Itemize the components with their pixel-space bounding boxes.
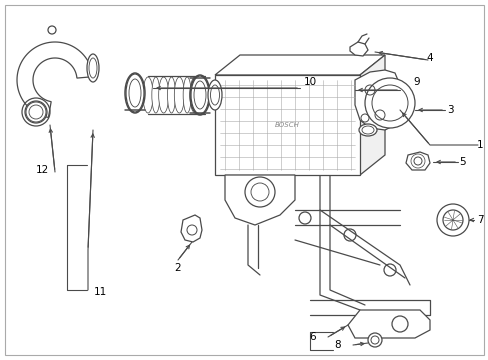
Text: 7: 7	[476, 215, 482, 225]
Text: 4: 4	[426, 53, 432, 63]
Polygon shape	[224, 175, 294, 225]
Ellipse shape	[142, 77, 153, 113]
Ellipse shape	[191, 76, 208, 114]
Ellipse shape	[25, 101, 47, 123]
Ellipse shape	[158, 77, 168, 113]
Ellipse shape	[167, 77, 175, 113]
Ellipse shape	[174, 77, 184, 113]
Text: 8: 8	[334, 340, 341, 350]
Text: 5: 5	[458, 157, 465, 167]
Ellipse shape	[207, 80, 222, 110]
Polygon shape	[215, 75, 359, 175]
Circle shape	[48, 26, 56, 34]
Ellipse shape	[358, 124, 376, 136]
Text: BOSCH: BOSCH	[274, 122, 299, 128]
Circle shape	[367, 333, 381, 347]
Text: 10: 10	[303, 77, 316, 87]
Text: 11: 11	[93, 287, 106, 297]
Polygon shape	[359, 55, 384, 175]
Ellipse shape	[190, 77, 200, 113]
Text: 9: 9	[413, 77, 420, 87]
Polygon shape	[215, 55, 384, 75]
Polygon shape	[181, 215, 202, 242]
Text: 3: 3	[446, 105, 452, 115]
Ellipse shape	[183, 77, 191, 113]
Polygon shape	[405, 152, 429, 170]
Circle shape	[436, 204, 468, 236]
Polygon shape	[17, 42, 93, 117]
Polygon shape	[354, 70, 399, 130]
Polygon shape	[349, 42, 367, 56]
Ellipse shape	[126, 74, 143, 112]
Circle shape	[364, 78, 414, 128]
Ellipse shape	[151, 77, 160, 113]
Text: 12: 12	[35, 165, 48, 175]
Text: 2: 2	[174, 263, 181, 273]
Text: 6: 6	[309, 332, 316, 342]
Text: 1: 1	[476, 140, 482, 150]
Ellipse shape	[87, 54, 99, 82]
Polygon shape	[347, 310, 429, 338]
